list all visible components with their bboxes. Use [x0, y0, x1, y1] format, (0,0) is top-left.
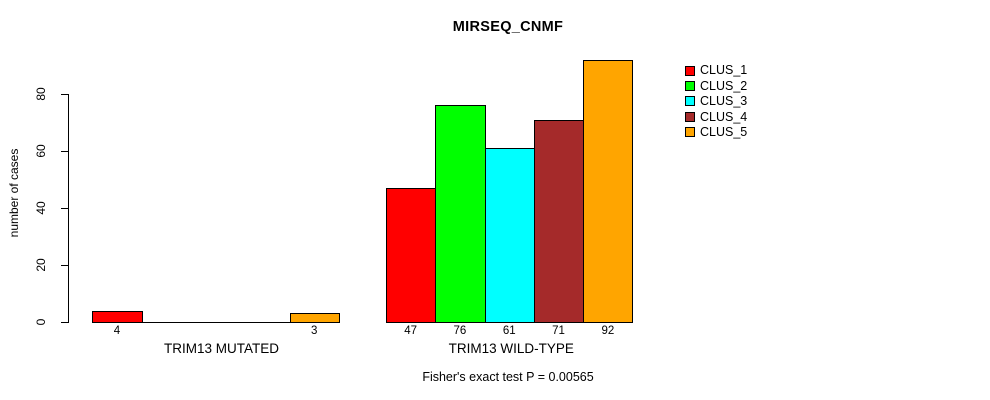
group-label-2: TRIM13 WILD-TYPE: [448, 341, 574, 356]
legend-swatch: [685, 65, 695, 76]
y-tick: [61, 265, 68, 266]
y-tick-label: 0: [34, 318, 48, 326]
legend-item-clus_2: CLUS_2: [685, 78, 747, 93]
bar-value-label: 61: [502, 325, 516, 337]
y-tick: [61, 208, 68, 209]
plot-baseline: [92, 322, 339, 323]
y-tick-label: 60: [34, 144, 48, 158]
legend-item-clus_1: CLUS_1: [685, 63, 747, 78]
y-tick: [61, 94, 68, 95]
bar-value-label: 47: [404, 325, 418, 337]
legend-label: CLUS_2: [700, 78, 748, 93]
y-tick-label: 80: [34, 87, 48, 101]
legend-swatch: [685, 96, 695, 107]
legend: CLUS_1 CLUS_2 CLUS_3 CLUS_4 CLUS_5: [685, 63, 747, 140]
legend-swatch: [685, 81, 695, 92]
bar-value-label: 92: [601, 325, 615, 337]
bar-clus_3-group2: [484, 148, 535, 323]
group-label-1: TRIM13 MUTATED: [164, 341, 280, 356]
bar-clus_5-group2: [583, 59, 634, 323]
legend-label: CLUS_4: [700, 109, 748, 124]
y-tick: [61, 151, 68, 152]
bar-clus_4-group2: [533, 119, 585, 323]
legend-label: CLUS_5: [700, 125, 748, 139]
bar-clus_1-group1: [92, 310, 143, 323]
bar-clus_1-group2: [386, 188, 437, 323]
legend-label: CLUS_3: [700, 94, 748, 109]
fisher-test-annotation: Fisher's exact test P = 0.00565: [422, 370, 594, 384]
y-tick: [61, 322, 68, 323]
bar-clus_2-group2: [435, 105, 486, 323]
legend-swatch: [685, 127, 695, 138]
y-tick-label: 20: [34, 258, 48, 272]
bar-value-label: 3: [310, 325, 318, 337]
legend-label: CLUS_1: [700, 63, 748, 78]
chart-title: MIRSEQ_CNMF: [452, 19, 564, 35]
bar-value-label: 71: [552, 325, 565, 337]
y-axis-label: number of cases: [7, 148, 21, 238]
legend-item-clus_4: CLUS_4: [685, 109, 747, 124]
legend-swatch: [685, 111, 695, 122]
bar-clus_5-group1: [289, 313, 340, 323]
y-tick-label: 40: [34, 201, 48, 215]
bar-value-label: 4: [113, 325, 121, 337]
y-axis-line: [68, 94, 69, 323]
bar-value-label: 76: [453, 325, 467, 337]
legend-item-clus_5: CLUS_5: [685, 125, 747, 140]
legend-item-clus_3: CLUS_3: [685, 94, 747, 109]
